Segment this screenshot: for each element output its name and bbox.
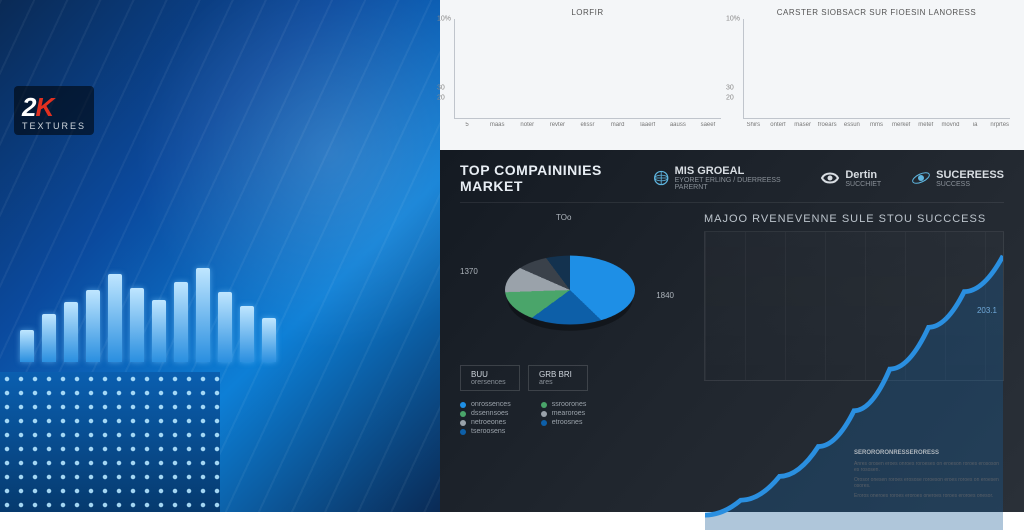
chart-plot: 10%3020 <box>454 19 721 119</box>
legend-bullet: etroosnes <box>541 419 587 426</box>
badge-main: 2K <box>22 92 86 123</box>
pie-chart <box>505 256 635 325</box>
dashboard-panel: TOP COMPAININIES MARKET MIS GROEALEYORET… <box>440 150 1024 512</box>
legend-box: GRB BRIares <box>528 365 588 391</box>
line-value-label: 203.1 <box>977 306 997 315</box>
globe-icon <box>653 168 669 188</box>
brand-badge: 2K TEXTURES <box>14 86 94 135</box>
line-chart-plot: 203.1 <box>704 231 1004 381</box>
partner-logos: MIS GROEALEYORET ERLING / DUERREESS PARE… <box>653 165 1004 191</box>
pie-label-right: 1840 <box>656 291 674 300</box>
legend-bullet: onrossences <box>460 401 511 408</box>
legend-bullet: mearoroes <box>541 410 587 417</box>
chart-xlabels: Shirsonterfmaserfroearsessunmmsmerkefmet… <box>743 122 1010 128</box>
partner-logo: SUCEREESSSUCCESS <box>911 168 1004 188</box>
chart-xlabels: 5maasnoterrevterelissrmardlaaerfaausssae… <box>454 122 721 128</box>
hero-bars <box>20 268 276 362</box>
legend-box: BUUorersences <box>460 365 520 391</box>
legend-boxes: BUUorersences GRB BRIares <box>460 365 680 391</box>
orbit-icon <box>911 168 931 188</box>
bar-chart-right: CARSTER SIOBSACR SUR FIOESIN LANORESS 10… <box>743 8 1010 148</box>
pie-label-left: 1370 <box>460 267 478 276</box>
chart-title: CARSTER SIOBSACR SUR FIOESIN LANORESS <box>743 8 1010 17</box>
top-charts-panel: LORFIR 10%3020 5maasnoterrevterelissrmar… <box>440 0 1024 150</box>
legend-bullets: onrossences dssennsoes netroeones tseroosen… <box>460 399 680 437</box>
dashboard-title: TOP COMPAININIES MARKET <box>460 162 653 194</box>
swish-icon <box>820 168 840 188</box>
hero-panel: 2K TEXTURES <box>0 0 440 512</box>
chart-plot: 10%3020 <box>743 19 1010 119</box>
pie-label-top: TOo <box>556 213 571 222</box>
partner-logo: DertinSUCCHIET <box>820 168 881 188</box>
fineprint: SERORORONRESSERORESSAnres orosen eroes o… <box>854 450 1004 502</box>
legend-bullet: ssroorones <box>541 401 587 408</box>
dashboard-header: TOP COMPAININIES MARKET MIS GROEALEYORET… <box>460 162 1004 203</box>
line-chart-area: MAJOO RVENEVENNE SULE STOU SUCCCESS 203.… <box>704 213 1004 437</box>
hero-dots-texture <box>0 372 220 512</box>
badge-sub: TEXTURES <box>22 121 86 131</box>
line-chart-title: MAJOO RVENEVENNE SULE STOU SUCCCESS <box>704 213 1004 225</box>
legend-bullet: netroeones <box>460 419 511 426</box>
partner-logo: MIS GROEALEYORET ERLING / DUERREESS PARE… <box>653 165 790 191</box>
bar-chart-left: LORFIR 10%3020 5maasnoterrevterelissrmar… <box>454 8 721 148</box>
legend-bullet: dssennsoes <box>460 410 511 417</box>
legend-bullet: tseroosens <box>460 428 511 435</box>
pie-chart-area: TOo 1370 1840 BUUorersences GRB BRIares o… <box>460 213 680 437</box>
chart-title: LORFIR <box>454 8 721 17</box>
